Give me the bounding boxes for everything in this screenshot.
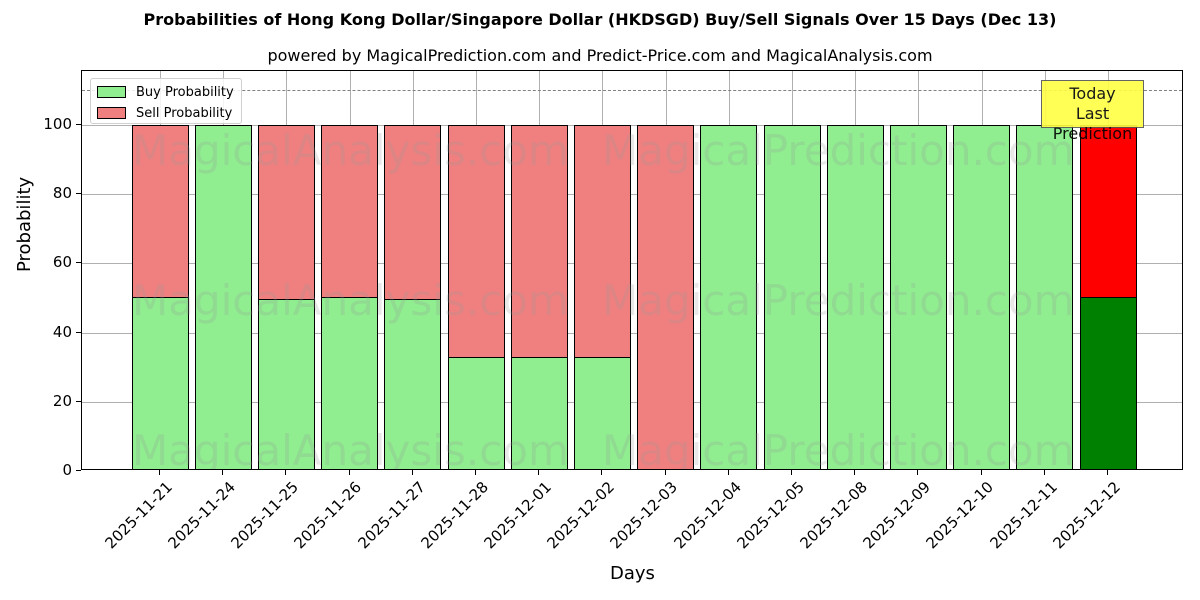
x-tick-label: 2025-12-10 <box>922 478 998 553</box>
bar-buy <box>889 125 947 469</box>
bar-buy <box>953 125 1011 469</box>
x-tick-label: 2025-11-26 <box>290 478 366 553</box>
legend-swatch-sell <box>97 107 126 119</box>
x-tick-label: 2025-11-27 <box>354 478 429 553</box>
x-tick-mark <box>411 470 413 475</box>
bar-buy <box>447 356 505 469</box>
bar-buy <box>510 356 568 469</box>
y-axis-label: Probability <box>14 176 35 272</box>
bar-sell <box>321 125 379 298</box>
y-tick-mark <box>76 262 81 264</box>
legend-item-buy: Buy Probability <box>97 83 234 101</box>
x-tick-mark <box>854 470 856 475</box>
y-tick-mark <box>76 331 81 333</box>
x-tick-mark <box>538 470 540 475</box>
bar-sell <box>447 125 505 358</box>
annotation-line-2: Last Prediction <box>1052 104 1133 143</box>
grid-line-horizontal <box>82 194 1182 196</box>
chart-subtitle: powered by MagicalPrediction.com and Pre… <box>267 46 933 65</box>
x-tick-mark <box>980 470 982 475</box>
x-tick-label: 2025-11-24 <box>164 478 239 553</box>
x-tick-label: 2025-11-25 <box>227 478 303 553</box>
bar-sell <box>637 125 695 469</box>
x-tick-label: 2025-12-09 <box>859 478 935 553</box>
bar-sell <box>1079 125 1137 298</box>
y-tick-label: 100 <box>43 115 72 133</box>
x-tick-label: 2025-11-28 <box>417 478 492 553</box>
x-tick-label: 2025-12-05 <box>733 478 808 553</box>
x-tick-label: 2025-12-02 <box>543 478 619 553</box>
x-tick-mark <box>1107 470 1108 475</box>
bar-sell <box>384 125 442 301</box>
bar-buy <box>763 125 821 469</box>
bar-buy <box>194 125 252 469</box>
today-annotation: Today Last Prediction <box>1041 80 1144 143</box>
x-axis-label: Days <box>610 563 655 584</box>
x-tick-label: 2025-12-03 <box>606 478 682 553</box>
legend-label-buy: Buy Probability <box>136 84 234 100</box>
bar-sell <box>131 125 189 298</box>
x-tick-mark <box>664 470 666 475</box>
bar-buy <box>257 299 315 469</box>
x-tick-mark <box>791 470 792 475</box>
x-tick-mark <box>1043 470 1045 475</box>
bar-sell <box>573 125 631 358</box>
x-tick-label: 2025-12-11 <box>986 478 1061 553</box>
bar-buy <box>573 356 631 469</box>
x-tick-mark <box>917 470 919 475</box>
grid-line-horizontal <box>82 125 1182 126</box>
y-tick-mark <box>76 193 81 195</box>
x-tick-label: 2025-12-04 <box>670 478 745 553</box>
bar-buy <box>1016 125 1074 469</box>
y-tick-mark <box>76 470 81 471</box>
grid-line-horizontal <box>82 401 1182 403</box>
legend-swatch-buy <box>97 86 126 98</box>
y-tick-label: 0 <box>62 461 72 479</box>
chart-title: Probabilities of Hong Kong Dollar/Singap… <box>143 10 1057 29</box>
y-tick-label: 40 <box>52 322 72 341</box>
reference-line <box>82 90 1182 92</box>
y-tick-mark <box>76 400 81 402</box>
legend: Buy Probability Sell Probability <box>90 78 242 124</box>
plot-area: MagicalAnalysis.com MagicalPrediction.com… <box>81 70 1183 470</box>
bar-buy <box>384 299 442 469</box>
bar-buy <box>131 296 189 469</box>
bar-sell <box>510 125 568 358</box>
x-tick-mark <box>285 470 287 475</box>
y-tick-label: 80 <box>52 184 72 203</box>
x-tick-mark <box>348 470 350 475</box>
bar-buy <box>1079 296 1137 469</box>
x-tick-mark <box>222 470 224 475</box>
bar-buy <box>321 296 379 469</box>
y-tick-label: 20 <box>52 391 72 410</box>
y-tick-label: 60 <box>52 253 72 272</box>
legend-item-sell: Sell Probability <box>97 104 232 122</box>
x-tick-label: 2025-12-01 <box>480 478 555 553</box>
x-tick-mark <box>727 470 729 475</box>
x-tick-label: 2025-12-08 <box>796 478 871 553</box>
bar-sell <box>257 125 315 301</box>
legend-label-sell: Sell Probability <box>136 105 233 121</box>
y-tick-mark <box>76 124 81 125</box>
bar-buy <box>700 125 758 469</box>
grid-line-horizontal <box>82 332 1182 334</box>
annotation-line-1: Today <box>1069 84 1116 103</box>
x-tick-mark <box>159 470 160 475</box>
x-tick-label: 2025-11-21 <box>101 478 176 553</box>
x-tick-mark <box>601 470 603 475</box>
grid-line-horizontal <box>82 263 1182 265</box>
x-tick-mark <box>475 470 476 475</box>
bar-buy <box>826 125 884 469</box>
x-tick-label: 2025-12-12 <box>1049 478 1124 553</box>
